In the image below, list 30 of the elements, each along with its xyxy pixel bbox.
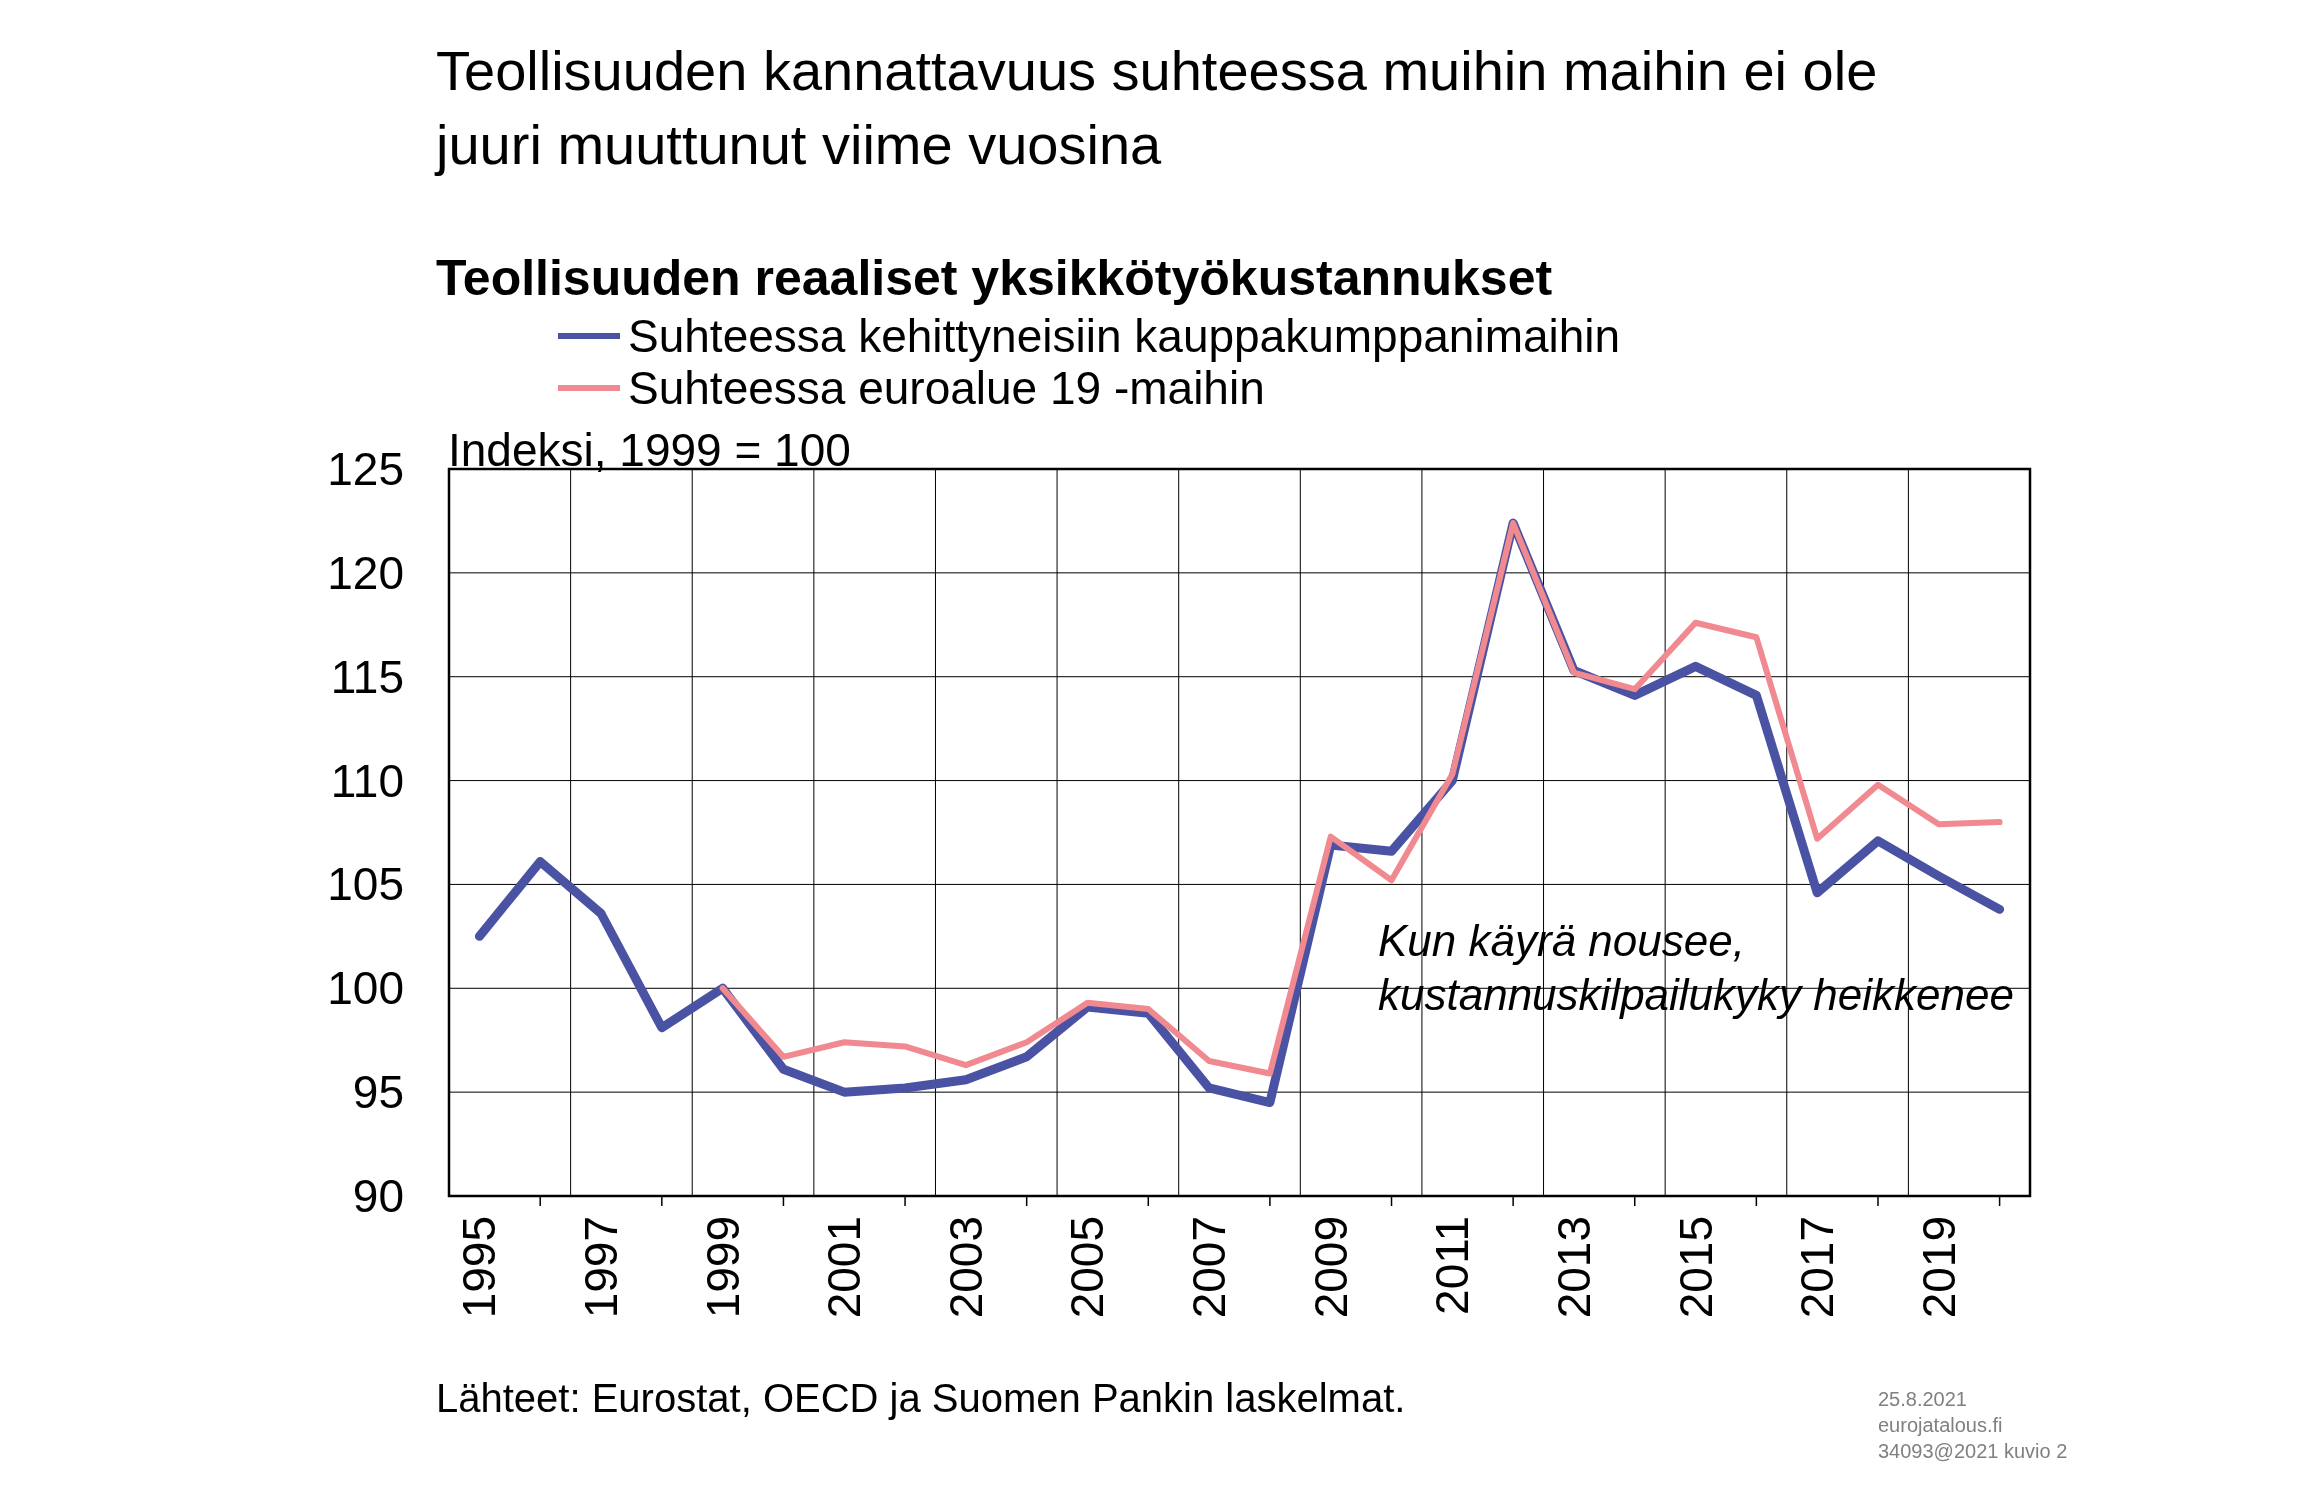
text: Lähteet: Eurostat, OECD ja Suomen Pankin laskelmat. bbox=[436, 1376, 1406, 1420]
y-axis-title: Indeksi, 1999 = 100 bbox=[448, 424, 851, 476]
text: 25.8.2021 bbox=[1878, 1388, 1967, 1410]
x-tick-label: 2009 bbox=[1304, 1216, 1357, 1319]
y-tick-label: 125 bbox=[327, 443, 404, 495]
x-tick-label: 2003 bbox=[939, 1216, 992, 1319]
chart-subtitle: Teollisuuden reaaliset yksikkötyökustannukset bbox=[436, 250, 1553, 306]
x-tick-label: 2007 bbox=[1183, 1216, 1236, 1319]
x-tick-label: 1999 bbox=[696, 1216, 749, 1319]
y-tick-label: 110 bbox=[330, 754, 404, 807]
y-tick-label: 95 bbox=[352, 1066, 404, 1119]
text: 34093@2021 kuvio 2 bbox=[1878, 1440, 2068, 1462]
y-tick-label: 120 bbox=[327, 546, 404, 599]
x-tick-label: 2013 bbox=[1547, 1216, 1600, 1319]
x-tick-label: 1997 bbox=[575, 1216, 628, 1319]
y-tick-label: 90 bbox=[352, 1170, 404, 1222]
y-tick-label: 105 bbox=[327, 858, 404, 911]
legend-label: Suhteessa euroalue 19 -maihin bbox=[628, 362, 1265, 414]
chart-title: Teollisuuden kannattavuus suhteessa muihin maihin ei ole juuri muuttunut viime vuosina bbox=[434, 39, 1878, 176]
x-tick-label: 2011 bbox=[1426, 1216, 1479, 1315]
x-tick-label: 1995 bbox=[453, 1216, 506, 1319]
x-tick-label: 2005 bbox=[1061, 1216, 1114, 1319]
x-tick-label: 2019 bbox=[1912, 1216, 1965, 1319]
y-tick-label: 115 bbox=[330, 650, 404, 703]
x-tick-label: 2001 bbox=[818, 1216, 871, 1319]
y-tick-label: 100 bbox=[327, 962, 404, 1015]
text: eurojatalous.fi bbox=[1878, 1414, 2003, 1436]
x-tick-label: 2017 bbox=[1791, 1216, 1844, 1319]
x-tick-label: 2015 bbox=[1669, 1216, 1722, 1319]
legend-label: Suhteessa kehittyneisiin kauppakumppanimaihin bbox=[628, 310, 1621, 362]
